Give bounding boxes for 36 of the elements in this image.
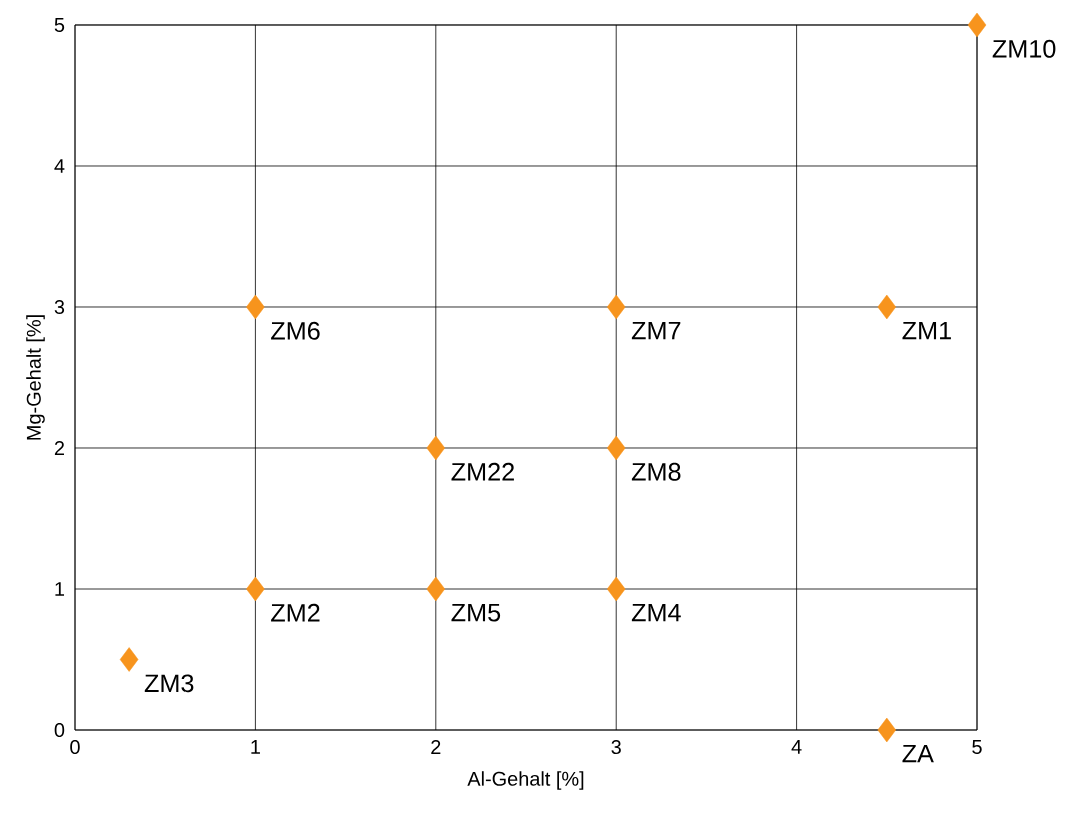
x-axis-title: Al-Gehalt [%] [467,771,584,790]
point [877,294,897,320]
annotation: ZM1 [902,321,951,340]
annotation: ZM4 [631,603,681,622]
y-tick-label: 4 [54,159,65,173]
annotation: ZA [902,744,934,763]
annotation: ZM8 [631,462,681,481]
annotation: ZM2 [271,603,320,622]
annotation: ZM7 [631,321,681,340]
y-tick-label: 0 [54,722,65,738]
y-tick-label: 1 [55,582,65,596]
point [426,435,446,461]
point [606,294,626,320]
y-tick-label: 2 [54,441,64,455]
point [246,576,265,602]
point [606,576,626,602]
y-tick-label: 3 [54,299,65,315]
point [246,294,265,320]
point [119,647,139,672]
annotation: ZM5 [451,603,501,622]
y-tick-label: 5 [54,18,65,32]
x-tick-label: 0 [70,740,80,755]
point [967,12,987,38]
annotation: ZM6 [271,321,320,340]
point [606,435,626,461]
x-tick-label: 1 [251,740,260,754]
point [877,717,897,743]
x-tick-label: 2 [431,740,441,754]
x-tick-label: 5 [972,740,982,754]
x-tick-label: 4 [791,740,802,754]
x-tick-label: 3 [611,740,621,755]
annotation: ZM10 [992,39,1056,58]
point [426,576,446,602]
annotation: ZM3 [144,674,194,693]
y-axis-title: Mg-Gehalt [%] [26,315,45,440]
annotation: ZM22 [451,462,514,481]
